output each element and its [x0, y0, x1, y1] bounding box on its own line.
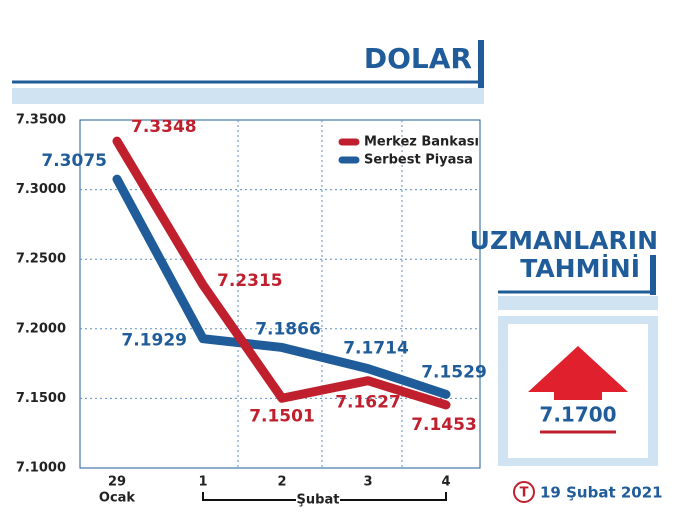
y-tick-label: 7.2500 [16, 252, 66, 267]
y-tick-label: 7.1000 [16, 461, 66, 476]
data-label: 7.2315 [217, 271, 283, 291]
legend-label: Serbest Piyasa [364, 153, 473, 168]
data-label: 7.1529 [421, 362, 487, 382]
forecast-date: 19 Şubat 2021 [540, 484, 663, 502]
x-tick-label: 3 [363, 475, 372, 490]
x-tick-label: 4 [441, 475, 450, 490]
value-bg [536, 400, 620, 430]
forecast-title: TAHMİNİ [520, 253, 640, 283]
forecast-band [498, 296, 658, 310]
up-arrow [528, 346, 628, 426]
data-label: 7.1501 [249, 406, 315, 426]
forecast-title: UZMANLARIN [470, 226, 658, 255]
data-label: 7.1929 [121, 331, 187, 351]
x-tick-label: 29 [108, 475, 126, 490]
x-group-label: Şubat [297, 493, 340, 508]
data-label: 7.1866 [255, 319, 321, 339]
logo-text: T [520, 486, 529, 501]
y-tick-label: 7.3500 [16, 113, 66, 128]
logo [513, 481, 535, 503]
legend-label: Merkez Bankası [364, 135, 479, 150]
x-tick-label: 2 [277, 475, 286, 490]
forecast-bar [650, 255, 656, 295]
series-line [112, 174, 451, 399]
data-label: 7.3348 [131, 117, 197, 137]
title-bar [478, 40, 484, 88]
chart-title: DOLAR [364, 42, 472, 75]
group-label-bg [296, 490, 340, 508]
y-tick-label: 7.3000 [16, 182, 66, 197]
data-label: 7.1714 [343, 339, 409, 359]
x-group-label: Ocak [99, 491, 136, 506]
plot-frame [79, 119, 481, 469]
series-line [112, 136, 451, 410]
forecast-value: 7.1700 [539, 403, 616, 427]
data-label: 7.1627 [335, 393, 401, 413]
data-label: 7.1453 [411, 415, 477, 435]
y-tick-label: 7.2000 [16, 321, 66, 336]
x-tick-label: 1 [198, 475, 207, 490]
data-label: 7.3075 [41, 151, 107, 171]
y-tick-label: 7.1500 [16, 391, 66, 406]
header-band [12, 88, 484, 104]
